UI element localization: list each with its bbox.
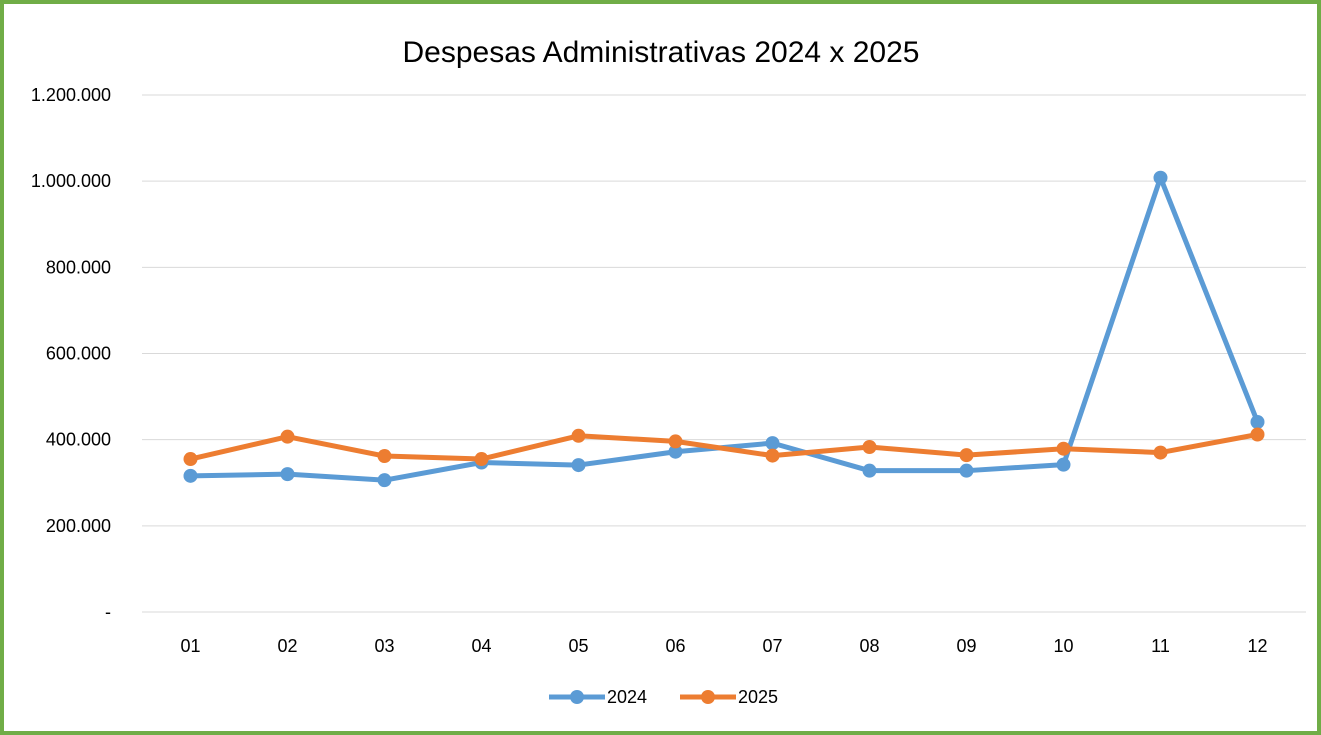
- y-tick-label: 1.000.000: [31, 171, 111, 191]
- legend: 2024 2025: [549, 687, 778, 707]
- series-line-2024: [188, 175, 1260, 483]
- x-axis-labels: 01 02 03 04 05 06 07 08 09 10 11 12: [180, 636, 1267, 656]
- x-tick-label: 03: [374, 636, 394, 656]
- chart-title: Despesas Administrativas 2024 x 2025: [403, 36, 920, 69]
- data-point-2025: [377, 449, 392, 464]
- x-tick-label: 07: [762, 636, 782, 656]
- x-tick-label: 12: [1247, 636, 1267, 656]
- data-point-2024: [571, 458, 586, 473]
- data-point-2025: [862, 439, 877, 454]
- series-2025: [183, 427, 1265, 467]
- series-line-2025: [188, 431, 1260, 462]
- data-point-2024: [765, 436, 780, 451]
- x-tick-label: 05: [568, 636, 588, 656]
- x-tick-label: 10: [1053, 636, 1073, 656]
- x-tick-label: 09: [956, 636, 976, 656]
- data-point-2024: [377, 473, 392, 488]
- x-tick-label: 08: [859, 636, 879, 656]
- x-tick-label: 01: [180, 636, 200, 656]
- x-tick-label: 11: [1151, 636, 1170, 656]
- x-tick-label: 06: [665, 636, 685, 656]
- gridlines: [142, 94, 1306, 613]
- data-point-2025: [571, 428, 586, 443]
- series-lines: [183, 170, 1265, 488]
- legend-item-2024: 2024: [549, 687, 647, 707]
- y-axis-labels: - 200.000 400.000 600.000 800.000 1.000.000 1.…: [31, 85, 111, 622]
- legend-item-2025: 2025: [680, 687, 778, 707]
- data-point-2025: [183, 452, 198, 467]
- y-tick-label: 200.000: [46, 516, 111, 536]
- x-tick-label: 04: [471, 636, 491, 656]
- data-point-2024: [183, 468, 198, 483]
- y-tick-label: -: [105, 602, 111, 622]
- data-point-2025: [959, 448, 974, 463]
- data-point-2025: [1056, 441, 1071, 456]
- legend-label: 2024: [607, 687, 647, 707]
- y-tick-label: 400.000: [46, 430, 111, 450]
- x-tick-label: 02: [277, 636, 297, 656]
- y-tick-label: 1.200.000: [31, 85, 111, 105]
- data-point-2025: [668, 434, 683, 449]
- data-point-2025: [280, 429, 295, 444]
- legend-marker: [570, 690, 584, 704]
- y-tick-label: 600.000: [46, 344, 111, 364]
- data-point-2025: [1250, 427, 1265, 442]
- data-point-2024: [862, 463, 877, 478]
- legend-label: 2025: [738, 687, 778, 707]
- data-point-2024: [959, 463, 974, 478]
- data-point-2024: [280, 467, 295, 482]
- data-point-2024: [1250, 415, 1265, 430]
- y-tick-label: 800.000: [46, 257, 111, 277]
- legend-marker: [701, 690, 715, 704]
- data-point-2024: [1056, 457, 1071, 472]
- data-point-2024: [668, 444, 683, 459]
- data-point-2025: [1153, 445, 1168, 460]
- data-point-2025: [474, 452, 489, 467]
- data-point-2024: [1153, 170, 1168, 185]
- data-point-2025: [765, 448, 780, 463]
